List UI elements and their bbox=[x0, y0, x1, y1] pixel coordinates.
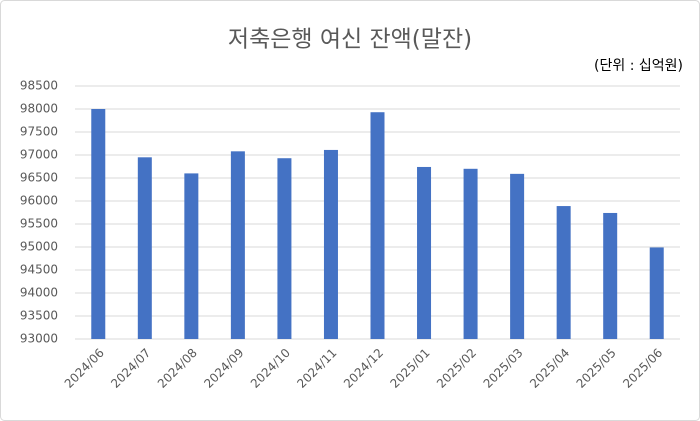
y-tick-label: 96000 bbox=[20, 194, 58, 208]
y-tick-label: 97000 bbox=[20, 148, 58, 162]
y-tick-label: 97500 bbox=[20, 125, 58, 139]
y-tick-label: 96500 bbox=[20, 171, 58, 185]
bar bbox=[277, 158, 292, 339]
bar bbox=[91, 109, 106, 339]
chart-title: 저축은행 여신 잔액(말잔) bbox=[228, 27, 472, 53]
y-tick-label: 98500 bbox=[20, 79, 58, 93]
y-tick-label: 94500 bbox=[20, 263, 58, 277]
bar bbox=[184, 173, 199, 339]
bar bbox=[649, 247, 664, 339]
bar bbox=[510, 173, 525, 339]
bar bbox=[463, 168, 478, 339]
y-tick-label: 94000 bbox=[20, 286, 58, 300]
bar bbox=[556, 206, 571, 339]
y-tick-label: 93500 bbox=[20, 309, 58, 323]
bar bbox=[370, 112, 385, 339]
y-tick-label: 95000 bbox=[20, 240, 58, 254]
unit-note: (단위 : 십억원) bbox=[594, 58, 683, 74]
y-tick-label: 95500 bbox=[20, 217, 58, 231]
y-tick-label: 98000 bbox=[20, 102, 58, 116]
bar bbox=[137, 157, 152, 339]
y-tick-label: 93000 bbox=[20, 332, 58, 346]
bar bbox=[323, 149, 338, 339]
bar bbox=[230, 151, 245, 339]
bar bbox=[603, 212, 618, 339]
bar bbox=[417, 166, 432, 339]
